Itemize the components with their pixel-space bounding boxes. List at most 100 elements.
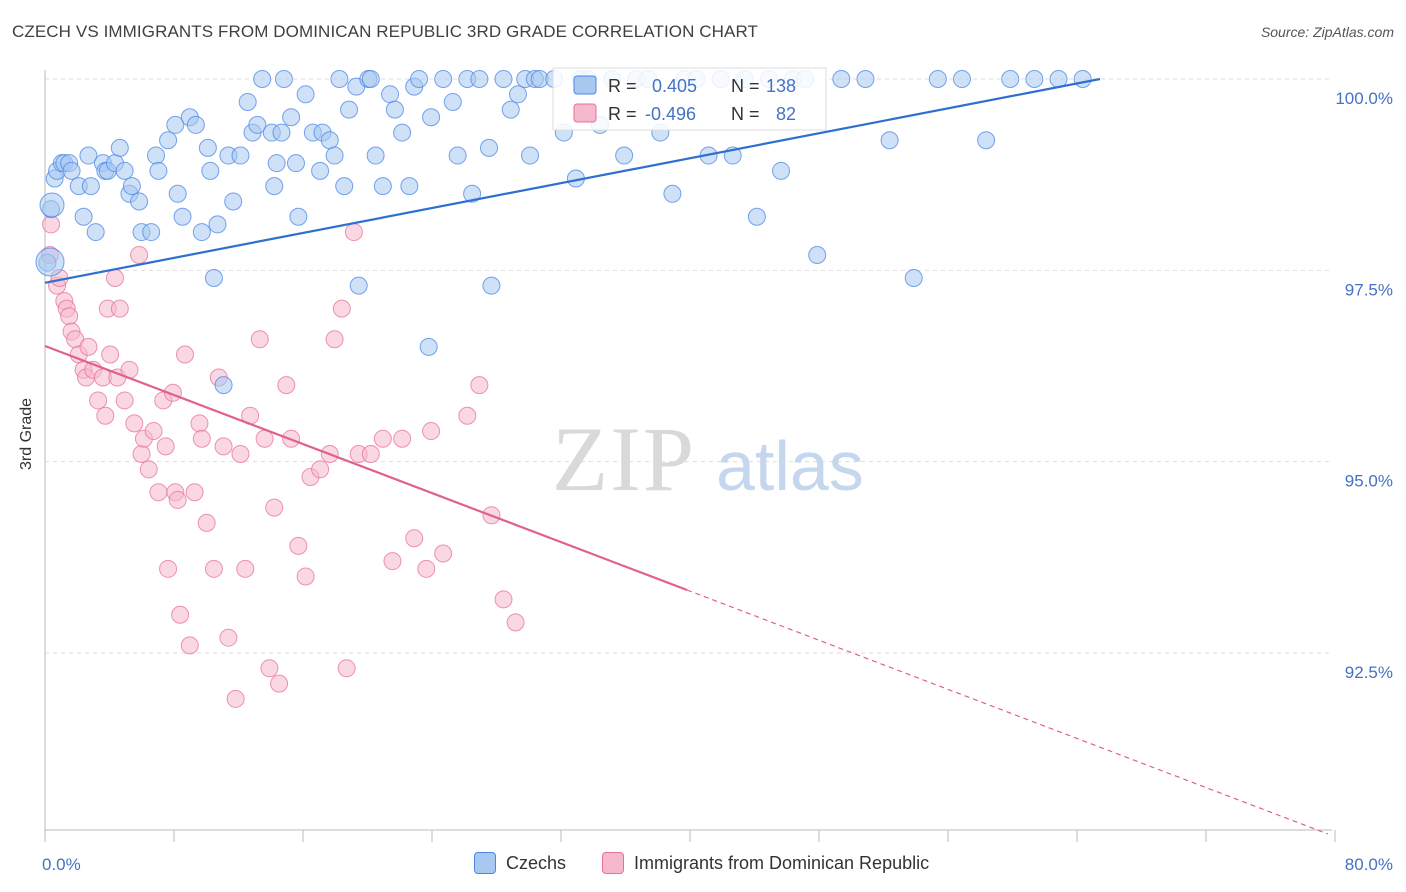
data-point-dominican (139, 460, 158, 479)
data-point-dominican (60, 307, 79, 326)
data-point-czechs (159, 131, 178, 150)
data-point-dominican (204, 559, 223, 578)
data-point-dominican (130, 246, 149, 265)
data-point-dominican (296, 567, 315, 586)
data-point-czechs (349, 276, 368, 295)
data-point-dominican (434, 544, 453, 563)
legend-swatch-czechs (573, 75, 597, 95)
data-point-czechs (856, 70, 875, 88)
data-point-dominican (311, 460, 330, 479)
data-point-czechs (35, 247, 65, 277)
legend-r-value-dominican: -0.496 (645, 104, 696, 124)
data-point-dominican (373, 429, 392, 448)
data-point-czechs (149, 161, 168, 180)
data-point-dominican (344, 223, 363, 242)
data-point-czechs (147, 146, 166, 165)
legend-swatch-dominican (573, 103, 597, 123)
data-point-dominican (192, 429, 211, 448)
data-point-czechs (79, 146, 98, 165)
data-point-czechs (1001, 70, 1020, 88)
data-point-czechs (110, 138, 129, 157)
data-point-czechs (880, 131, 899, 150)
data-point-dominican (289, 536, 308, 555)
data-point-czechs (204, 268, 223, 287)
data-point-dominican (185, 483, 204, 502)
data-point-czechs (282, 108, 301, 127)
data-point-dominican (470, 376, 489, 395)
data-point-dominican (383, 552, 402, 571)
data-point-czechs (393, 123, 412, 142)
data-point-czechs (320, 131, 339, 150)
data-point-czechs (130, 192, 149, 211)
data-point-czechs (142, 223, 161, 242)
data-point-czechs (381, 85, 400, 104)
data-point-czechs (366, 146, 385, 165)
data-point-czechs (122, 177, 141, 196)
data-point-czechs (501, 100, 520, 119)
data-point-dominican (325, 330, 344, 349)
data-point-czechs (480, 138, 499, 157)
data-point-czechs (663, 184, 682, 203)
data-point-czechs (274, 70, 293, 88)
data-point-dominican (197, 513, 216, 532)
data-point-czechs (192, 223, 211, 242)
data-point-czechs (253, 70, 272, 88)
legend-swatch-dominican-bottom (602, 852, 624, 874)
data-point-czechs (231, 146, 250, 165)
data-point-czechs (166, 115, 185, 134)
data-point-czechs (267, 154, 286, 173)
data-point-dominican (156, 437, 175, 456)
data-point-czechs (214, 376, 233, 395)
data-point-czechs (286, 154, 305, 173)
data-point-dominican (250, 330, 269, 349)
data-point-czechs (361, 70, 380, 88)
data-point-dominican (422, 422, 441, 441)
data-point-czechs (615, 146, 634, 165)
data-point-czechs (248, 115, 267, 134)
data-point-czechs (928, 70, 947, 88)
legend-n-value-dominican: 82 (776, 104, 796, 124)
data-point-dominican (125, 414, 144, 433)
data-point-dominican (337, 659, 356, 678)
data-point-czechs (186, 115, 205, 134)
data-point-dominican (506, 613, 525, 632)
data-point-czechs (86, 223, 105, 242)
data-point-czechs (173, 207, 192, 226)
trend-lines (44, 77, 1329, 835)
data-point-czechs (208, 215, 227, 234)
data-point-dominican (277, 376, 296, 395)
data-point-dominican (175, 345, 194, 364)
data-point-dominican (159, 559, 178, 578)
legend-stats: R = 0.405 N = 138 R = -0.496 N = 82 (552, 67, 827, 131)
watermark-atlas: atlas (716, 427, 864, 505)
legend-item-dominican: Immigrants from Dominican Republic (602, 852, 929, 874)
legend-r-label-dominican: R = (608, 104, 637, 124)
data-point-czechs (265, 177, 284, 196)
data-point-dominican (190, 414, 209, 433)
data-point-czechs (832, 70, 851, 88)
watermark: ZIP atlas (552, 408, 864, 510)
data-point-czechs (1073, 70, 1092, 88)
data-point-dominican (458, 406, 477, 425)
legend-label-dominican: Immigrants from Dominican Republic (634, 852, 930, 873)
data-point-dominican (110, 299, 129, 318)
data-point-dominican (214, 437, 233, 456)
data-point-dominican (260, 659, 279, 678)
data-point-dominican (417, 559, 436, 578)
data-point-dominican (231, 445, 250, 464)
data-point-dominican (79, 337, 98, 356)
data-point-czechs (74, 207, 93, 226)
data-point-czechs (81, 177, 100, 196)
data-point-czechs (422, 108, 441, 127)
data-point-dominican (168, 490, 187, 509)
points-dominican (40, 215, 525, 708)
trend-line-czechs (44, 77, 1101, 284)
data-point-czechs (1025, 70, 1044, 88)
data-point-czechs (508, 85, 527, 104)
legend-n-label-dominican: N = (731, 104, 760, 124)
data-point-czechs (289, 207, 308, 226)
trend-line-dominican (44, 344, 688, 592)
data-point-czechs (410, 70, 429, 88)
data-point-dominican (265, 498, 284, 517)
